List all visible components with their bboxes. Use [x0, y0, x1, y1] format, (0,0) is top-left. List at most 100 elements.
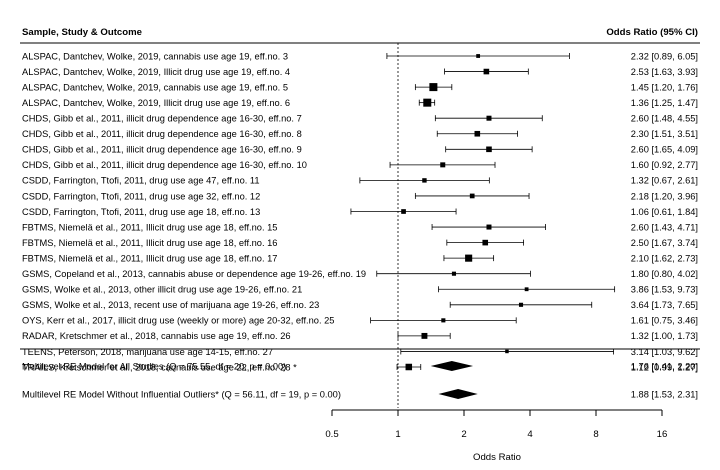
study-label: CHDS, Gibb et al., 2011, illicit drug de…: [22, 145, 302, 155]
study-point-estimate: [423, 98, 432, 107]
study-ci-text: 1.32 [1.00, 1.73]: [631, 331, 698, 341]
study-rows: ALSPAC, Dantchev, Wolke, 2019, cannabis …: [22, 51, 698, 372]
study-row: TRAILS, Kretschmer et al., 2018, cannabi…: [22, 362, 698, 372]
study-ci-text: 2.53 [1.63, 3.93]: [631, 67, 698, 77]
study-row: TEENS, Peterson, 2018, marijuana use age…: [22, 347, 698, 357]
study-ci-text: 1.36 [1.25, 1.47]: [631, 98, 698, 108]
study-ci-text: 3.86 [1.53, 9.73]: [631, 285, 698, 295]
study-point-estimate: [405, 363, 413, 371]
study-label: FBTMS, Niemelä et al., 2011, Illicit dru…: [22, 222, 277, 232]
study-label: GSMS, Copeland et al., 2013, cannabis ab…: [22, 269, 366, 279]
study-label: OYS, Kerr et al., 2017, illicit drug use…: [22, 316, 334, 326]
study-row: ALSPAC, Dantchev, Wolke, 2019, cannabis …: [22, 51, 698, 61]
study-label: FBTMS, Niemelä et al., 2011, Illicit dru…: [22, 238, 277, 248]
study-point-estimate: [429, 83, 438, 92]
study-row: RADAR, Kretschmer et al., 2018, cannabis…: [22, 331, 698, 341]
summary-row: Multilevel RE Model for All Studies (Q =…: [22, 361, 698, 371]
study-ci-text: 1.12 [0.99, 1.27]: [631, 362, 698, 372]
study-point-estimate: [486, 115, 492, 121]
study-row: CHDS, Gibb et al., 2011, illicit drug de…: [22, 145, 698, 155]
study-point-estimate: [483, 68, 490, 75]
study-point-estimate: [486, 224, 492, 230]
study-ci-text: 1.32 [0.67, 2.61]: [631, 176, 698, 186]
study-point-estimate: [422, 178, 427, 183]
study-point-estimate: [469, 193, 475, 199]
study-label: ALSPAC, Dantchev, Wolke, 2019, Illicit d…: [22, 98, 290, 108]
study-row: CHDS, Gibb et al., 2011, illicit drug de…: [22, 129, 698, 139]
study-label: CHDS, Gibb et al., 2011, illicit drug de…: [22, 129, 302, 139]
summary-rows: Multilevel RE Model for All Studies (Q =…: [22, 361, 698, 399]
study-ci-text: 2.18 [1.20, 3.96]: [631, 191, 698, 201]
study-ci-text: 2.60 [1.48, 4.55]: [631, 114, 698, 124]
study-row: ALSPAC, Dantchev, Wolke, 2019, Illicit d…: [22, 98, 698, 108]
x-axis-label: Odds Ratio: [473, 452, 521, 463]
x-axis-ticks: 0.5 1 2 4 8 16: [325, 410, 667, 440]
study-label: RADAR, Kretschmer et al., 2018, cannabis…: [22, 331, 291, 341]
study-row: FBTMS, Niemelä et al., 2011, Illicit dru…: [22, 222, 698, 232]
study-ci-text: 1.61 [0.75, 3.46]: [631, 316, 698, 326]
study-point-estimate: [518, 302, 524, 307]
study-row: GSMS, Wolke et al., 2013, recent use of …: [22, 300, 698, 310]
study-point-estimate: [440, 162, 446, 168]
study-ci-text: 3.14 [1.03, 9.62]: [631, 347, 698, 357]
study-row: CSDD, Farrington, Ttofi, 2011, drug use …: [22, 176, 698, 186]
study-ci-text: 2.60 [1.43, 4.71]: [631, 222, 698, 232]
study-row: CHDS, Gibb et al., 2011, illicit drug de…: [22, 160, 698, 170]
study-row: GSMS, Wolke et al., 2013, other illicit …: [22, 285, 698, 295]
study-row: FBTMS, Niemelä et al., 2011, Illicit dru…: [22, 238, 698, 248]
x-tick-label: 8: [593, 429, 598, 440]
study-label: ALSPAC, Dantchev, Wolke, 2019, Illicit d…: [22, 67, 290, 77]
study-row: GSMS, Copeland et al., 2013, cannabis ab…: [22, 269, 698, 279]
x-tick-label: 16: [657, 429, 668, 440]
summary-ci-text: 1.76 [1.41, 2.20]: [631, 361, 698, 371]
x-tick-label: 0.5: [325, 429, 338, 440]
summary-ci-text: 1.88 [1.53, 2.31]: [631, 389, 698, 399]
study-label: CSDD, Farrington, Ttofi, 2011, drug use …: [22, 191, 260, 201]
header-right: Odds Ratio (95% CI): [606, 27, 698, 38]
study-point-estimate: [482, 239, 489, 246]
summary-diamond: [430, 361, 474, 371]
study-ci-text: 3.64 [1.73, 7.65]: [631, 300, 698, 310]
study-row: ALSPAC, Dantchev, Wolke, 2019, cannabis …: [22, 82, 698, 92]
study-point-estimate: [421, 332, 428, 339]
study-row: CSDD, Farrington, Ttofi, 2011, drug use …: [22, 191, 698, 201]
study-point-estimate: [465, 254, 473, 262]
study-label: CSDD, Farrington, Ttofi, 2011, drug use …: [22, 176, 260, 186]
study-row: FBTMS, Niemelä et al., 2011, Illicit dru…: [22, 253, 698, 263]
study-ci-text: 1.06 [0.61, 1.84]: [631, 207, 698, 217]
study-point-estimate: [505, 349, 509, 354]
study-label: ALSPAC, Dantchev, Wolke, 2019, cannabis …: [22, 82, 288, 92]
study-ci-text: 1.45 [1.20, 1.76]: [631, 82, 698, 92]
study-ci-text: 2.10 [1.62, 2.73]: [631, 253, 698, 263]
summary-row: Multilevel RE Model Without Influential …: [22, 389, 698, 399]
summary-label: Multilevel RE Model Without Influential …: [22, 389, 341, 399]
study-label: ALSPAC, Dantchev, Wolke, 2019, cannabis …: [22, 51, 288, 61]
study-point-estimate: [451, 271, 457, 276]
study-row: ALSPAC, Dantchev, Wolke, 2019, Illicit d…: [22, 67, 698, 77]
study-label: FBTMS, Niemelä et al., 2011, Illicit dru…: [22, 253, 277, 263]
study-label: CSDD, Farrington, Ttofi, 2011, drug use …: [22, 207, 260, 217]
study-ci-text: 1.60 [0.92, 2.77]: [631, 160, 698, 170]
study-point-estimate: [441, 318, 446, 323]
study-label: CHDS, Gibb et al., 2011, illicit drug de…: [22, 160, 307, 170]
study-label: TRAILS, Kretschmer et al., 2018, cannabi…: [22, 362, 297, 372]
x-tick-label: 2: [461, 429, 466, 440]
summary-label: Multilevel RE Model for All Studies (Q =…: [22, 361, 286, 371]
study-label: CHDS, Gibb et al., 2011, illicit drug de…: [22, 114, 302, 124]
study-point-estimate: [401, 209, 406, 214]
study-ci-text: 1.80 [0.80, 4.02]: [631, 269, 698, 279]
study-ci-text: 2.30 [1.51, 3.51]: [631, 129, 698, 139]
study-point-estimate: [486, 146, 492, 153]
study-point-estimate: [474, 130, 481, 137]
x-tick-label: 4: [527, 429, 533, 440]
study-label: GSMS, Wolke et al., 2013, recent use of …: [22, 300, 319, 310]
study-ci-text: 2.60 [1.65, 4.09]: [631, 145, 698, 155]
study-row: OYS, Kerr et al., 2017, illicit drug use…: [22, 316, 698, 326]
header-left: Sample, Study & Outcome: [22, 27, 142, 38]
study-row: CHDS, Gibb et al., 2011, illicit drug de…: [22, 114, 698, 124]
study-point-estimate: [476, 54, 481, 58]
summary-diamond: [438, 389, 478, 399]
study-label: TEENS, Peterson, 2018, marijuana use age…: [22, 347, 273, 357]
x-tick-label: 1: [395, 429, 400, 440]
